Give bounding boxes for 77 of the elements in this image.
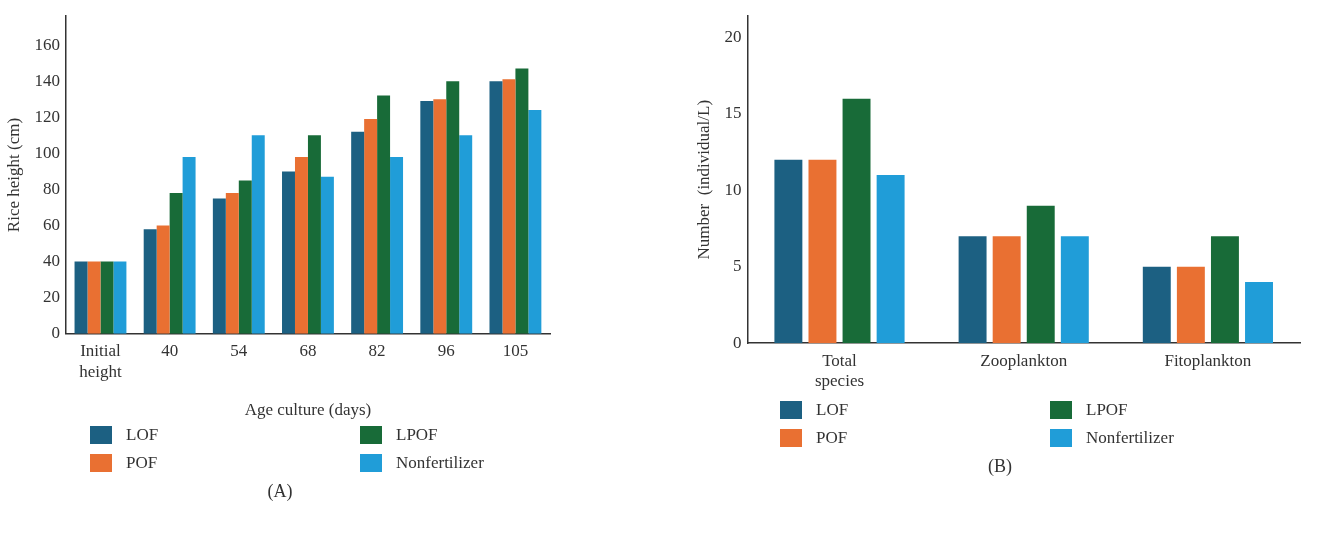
y-tick-label: 15 xyxy=(724,103,742,123)
bar xyxy=(212,198,226,334)
bar xyxy=(1142,266,1171,344)
x-tick-label: Zooplankton xyxy=(980,350,1068,370)
y-tick-label: 0 xyxy=(732,332,742,352)
bar xyxy=(808,159,837,344)
bar xyxy=(238,180,252,334)
bar xyxy=(1210,236,1239,344)
legend-label: LPOF xyxy=(395,425,439,445)
bar xyxy=(528,110,542,334)
x-tick-label: 54 xyxy=(230,341,248,361)
y-tick-label: 20 xyxy=(724,27,742,47)
bar xyxy=(515,68,529,334)
bar xyxy=(307,135,321,334)
bar xyxy=(282,171,295,334)
legend-label: POF xyxy=(815,428,849,448)
y-tick-label: 5 xyxy=(732,256,742,276)
bar xyxy=(377,95,391,334)
y-axis-title: Number (individual/L) xyxy=(693,99,713,260)
x-tick-label: 96 xyxy=(437,341,455,361)
bar xyxy=(225,193,239,334)
bar xyxy=(182,156,196,334)
bar xyxy=(459,135,473,334)
x-tick-label: 68 xyxy=(299,341,317,361)
x-tick-label: Total species xyxy=(814,350,865,391)
bar xyxy=(1060,236,1089,344)
legend-label: Nonfertilizer xyxy=(1085,428,1175,448)
bar xyxy=(433,99,447,334)
y-tick-label: 60 xyxy=(42,215,60,234)
bar xyxy=(1245,282,1273,344)
text: (A) xyxy=(266,481,294,502)
bar xyxy=(390,156,404,334)
bar xyxy=(958,236,987,344)
bar xyxy=(320,176,334,334)
x-tick-label: 82 xyxy=(368,341,386,361)
bar xyxy=(876,175,905,344)
bar xyxy=(1176,266,1205,344)
bar xyxy=(489,81,503,334)
bar xyxy=(87,261,101,334)
legend-label: POF xyxy=(125,453,159,473)
bar xyxy=(169,193,183,334)
bar xyxy=(364,119,378,334)
bar xyxy=(143,229,157,334)
legend-label: Nonfertilizer xyxy=(395,453,485,473)
y-tick-label: 160 xyxy=(34,34,60,54)
y-tick-label: 10 xyxy=(724,179,742,199)
y-tick-label: 20 xyxy=(42,287,60,307)
bar xyxy=(992,236,1021,344)
bar xyxy=(446,81,460,334)
x-tick-label: Initial height xyxy=(79,341,122,381)
bar xyxy=(351,131,365,334)
y-axis-title: Rice height (cm) xyxy=(3,117,23,233)
text: (B) xyxy=(987,456,1013,477)
bar xyxy=(502,79,516,334)
x-axis-title: Age culture (days) xyxy=(244,400,372,420)
y-tick-label: 40 xyxy=(42,251,60,271)
bar xyxy=(100,261,114,334)
y-tick-label: 0 xyxy=(51,323,60,343)
x-tick-label: Fitoplankton xyxy=(1164,350,1252,370)
bar xyxy=(420,101,434,334)
y-tick-label: 100 xyxy=(34,142,60,162)
bar xyxy=(774,159,803,344)
legend-label: LOF xyxy=(815,400,850,420)
bar xyxy=(156,225,170,334)
bar xyxy=(294,156,308,334)
bar xyxy=(1026,205,1055,344)
y-tick-label: 80 xyxy=(42,178,60,198)
legend-label: LPOF xyxy=(1085,400,1129,420)
bar xyxy=(113,261,127,334)
y-tick-label: 140 xyxy=(34,70,60,90)
legend-label: LOF xyxy=(125,425,160,445)
x-tick-label: 105 xyxy=(502,341,529,361)
x-tick-label: 40 xyxy=(161,341,179,361)
y-tick-label: 120 xyxy=(34,106,60,126)
bar xyxy=(842,98,871,344)
bar xyxy=(251,135,265,334)
bar xyxy=(74,261,88,334)
